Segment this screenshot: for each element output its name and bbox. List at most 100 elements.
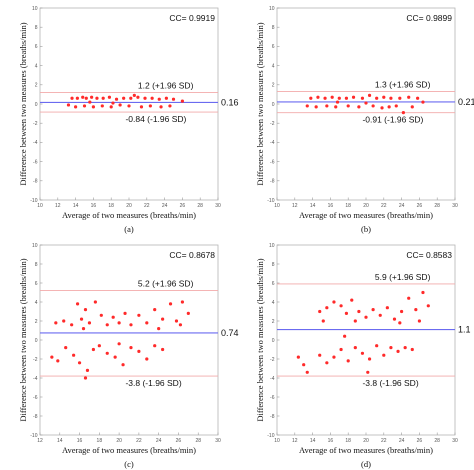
x-tick-label: 30 xyxy=(452,203,458,209)
x-tick-label: 20 xyxy=(126,203,132,209)
x-axis-label: Average of two measures (breaths/min) xyxy=(62,210,196,220)
y-tick-label: -8 xyxy=(270,179,275,185)
x-tick-label: 22 xyxy=(136,438,142,444)
data-point xyxy=(137,313,141,317)
data-point xyxy=(325,104,329,108)
data-point xyxy=(366,370,370,374)
data-point xyxy=(396,349,400,353)
panel-c: 12 14 16 18 20 22 24 26 28 301086420-2-4-6-8-105.… xyxy=(18,243,239,469)
plot-frame xyxy=(39,244,219,436)
y-tick-label: -2 xyxy=(33,121,38,127)
x-tick-label: 18 xyxy=(97,438,103,444)
mean-label: 0.21 xyxy=(458,97,474,107)
y-tick-label: -6 xyxy=(33,159,38,165)
mean-label: 0.74 xyxy=(221,328,239,338)
data-point xyxy=(107,95,112,99)
upper-limit-label: 1.2 (+1.96 SD) xyxy=(138,80,194,90)
data-point xyxy=(114,97,119,101)
y-tick-label: 0 xyxy=(35,338,38,344)
x-tick-label: 30 xyxy=(215,203,221,209)
x-tick-label: 18 xyxy=(108,203,114,209)
y-tick-label: 4 xyxy=(272,300,275,306)
x-tick-label: 26 xyxy=(176,438,182,444)
cc-label: CC= 0.9899 xyxy=(406,13,452,23)
data-point xyxy=(64,346,68,350)
data-point xyxy=(81,95,85,99)
data-point xyxy=(392,317,397,321)
data-point xyxy=(122,96,126,100)
y-tick-label: -4 xyxy=(270,376,275,382)
y-tick-label: 10 xyxy=(32,6,38,12)
data-point xyxy=(360,96,365,100)
data-point xyxy=(318,309,322,314)
data-point xyxy=(159,105,163,109)
data-point xyxy=(367,357,372,361)
panel-caption: (d) xyxy=(361,459,371,469)
x-tick-label: 12 xyxy=(292,203,298,209)
y-tick-label: 8 xyxy=(35,262,38,268)
data-point xyxy=(101,96,105,100)
mean-label: 1.1 xyxy=(458,325,471,335)
y-tick-label: 8 xyxy=(272,262,275,268)
data-point xyxy=(316,95,320,99)
data-point xyxy=(343,334,347,338)
x-tick-label: 16 xyxy=(328,438,334,444)
data-point xyxy=(375,344,379,348)
y-tick-label: -2 xyxy=(270,121,275,127)
data-point xyxy=(380,106,384,110)
data-point xyxy=(153,308,157,312)
data-point xyxy=(339,304,343,308)
data-point xyxy=(168,104,172,108)
x-tick-label: 24 xyxy=(399,438,405,444)
data-point xyxy=(357,105,361,109)
data-point xyxy=(150,96,154,100)
data-point xyxy=(353,346,357,350)
data-point xyxy=(157,97,161,101)
data-point xyxy=(161,347,165,352)
data-point xyxy=(56,359,60,363)
data-point xyxy=(118,103,122,107)
data-point xyxy=(91,105,95,109)
data-point xyxy=(335,100,340,104)
y-tick-label: -4 xyxy=(270,140,275,146)
data-point xyxy=(164,96,168,100)
x-tick-label: 22 xyxy=(144,203,150,209)
data-point xyxy=(145,321,149,325)
y-tick-label: 6 xyxy=(272,44,275,50)
data-point xyxy=(50,355,54,359)
data-point xyxy=(117,321,121,325)
x-tick-label: 16 xyxy=(91,203,97,209)
data-point xyxy=(305,370,309,374)
y-tick-label: 10 xyxy=(32,243,38,249)
data-point xyxy=(389,96,393,100)
data-point xyxy=(330,95,334,99)
x-tick-label: 14 xyxy=(73,203,79,209)
y-tick-label: 0 xyxy=(35,102,38,108)
data-point xyxy=(410,105,414,109)
data-point xyxy=(398,96,402,100)
y-axis-label: Difference between two measures (breaths… xyxy=(255,22,265,185)
data-point xyxy=(337,96,341,100)
data-point xyxy=(407,296,411,300)
cc-label: CC= 0.9919 xyxy=(169,13,215,23)
y-tick-label: 2 xyxy=(35,319,38,325)
y-tick-label: 6 xyxy=(35,44,38,50)
y-tick-label: -6 xyxy=(270,395,275,401)
data-point xyxy=(371,104,375,108)
cc-label: CC= 0.8678 xyxy=(169,250,215,260)
data-point xyxy=(111,101,115,105)
data-point xyxy=(99,313,103,317)
data-point xyxy=(129,346,133,350)
data-point xyxy=(83,376,88,380)
data-point xyxy=(93,300,97,304)
data-point xyxy=(132,93,136,97)
x-tick-label: 26 xyxy=(180,203,186,209)
data-point xyxy=(121,363,125,367)
data-point xyxy=(367,93,372,97)
panel-caption: (a) xyxy=(124,224,134,234)
data-point xyxy=(79,317,84,321)
x-tick-label: 12 xyxy=(37,438,43,444)
data-point xyxy=(353,319,357,323)
data-point xyxy=(148,104,152,108)
x-tick-label: 24 xyxy=(399,203,405,209)
